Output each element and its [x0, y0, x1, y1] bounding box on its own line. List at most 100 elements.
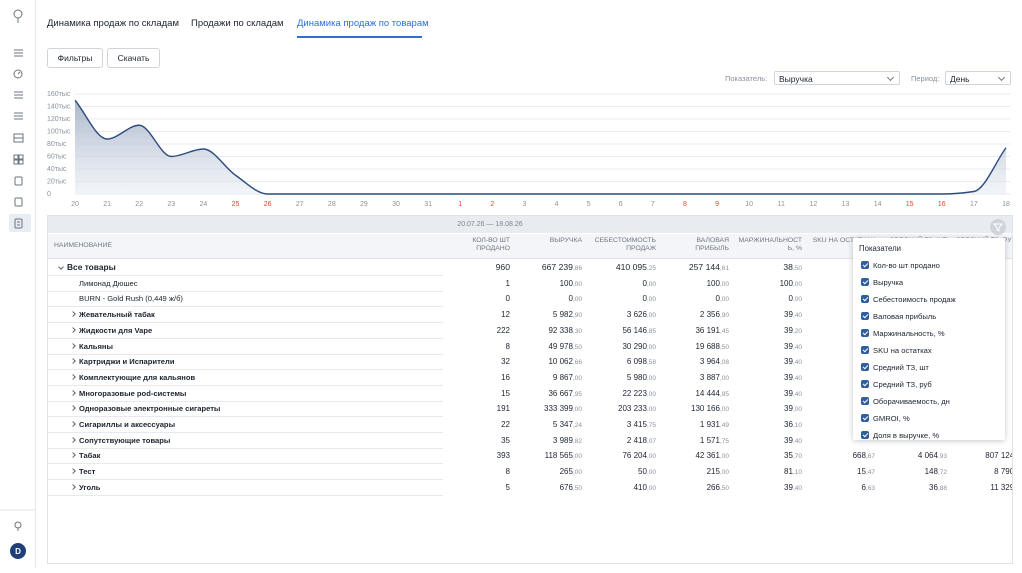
nav-icon[interactable] [14, 176, 23, 186]
logo[interactable] [13, 9, 23, 23]
x-tick-label: 7 [651, 201, 655, 208]
row-name: Уголь [79, 482, 101, 492]
menu-item[interactable]: Кол-во шт продано [873, 260, 940, 270]
x-tick-label: 8 [683, 201, 687, 208]
menu-item[interactable]: Валовая прибыль [873, 311, 937, 321]
expand-chevron[interactable] [70, 374, 76, 380]
checkbox[interactable] [861, 295, 869, 303]
nav-icon[interactable] [14, 112, 23, 120]
table-row[interactable]: Сигариллы и аксессуары 22 5 347,24 3 415,75… [48, 417, 1012, 433]
row-name: Все товары [67, 262, 116, 272]
x-tick-label: 13 [842, 201, 850, 208]
period-select[interactable]: День [945, 71, 1011, 85]
row-name: Жидкости для Vape [79, 325, 153, 335]
table-row[interactable]: Кальяны 8 49 978,50 30 290,00 19 688,50 39,40 [48, 339, 1012, 355]
cell-value: 10 062,66 [548, 357, 582, 367]
tab[interactable]: Динамика продаж по складам [47, 18, 179, 29]
row-name: Картриджи и Испарители [79, 357, 175, 367]
x-tick-label: 11 [778, 201, 785, 208]
menu-item[interactable]: Маржинальность, % [873, 328, 945, 338]
checkbox[interactable] [861, 278, 869, 286]
cell-value: 39,40 [784, 372, 802, 382]
indicator-select[interactable]: Выручка [774, 71, 900, 85]
cell-value: 100,00 [559, 278, 582, 288]
cell-value: 333 399,00 [544, 404, 582, 414]
x-tick-label: 23 [167, 201, 175, 208]
filters-button[interactable]: Фильтры [47, 48, 103, 68]
checkbox[interactable] [861, 414, 869, 422]
menu-item[interactable]: Себестоимость продаж [873, 294, 956, 304]
checkbox[interactable] [861, 312, 869, 320]
checkbox[interactable] [861, 397, 869, 405]
cell-value: 667 239,86 [541, 262, 582, 272]
table-row[interactable]: Табак 393 118 565,00 76 204,00 42 361,00 35,7… [48, 448, 1012, 465]
table-row[interactable]: Тест 8 265,00 50,00 215,00 81,10 15,47 148,72 8 … [48, 464, 1012, 481]
nav-icon[interactable] [14, 197, 23, 207]
cell-value: 5 347,24 [552, 420, 582, 429]
expand-chevron[interactable] [70, 421, 76, 427]
expand-chevron[interactable] [70, 311, 76, 317]
avatar[interactable] [10, 543, 26, 559]
tab[interactable]: Динамика продаж по товарам [297, 18, 429, 29]
nav-icon[interactable] [13, 69, 23, 79]
checkbox[interactable] [861, 431, 869, 439]
sidebar-icons: D [0, 9, 35, 559]
settings-icon[interactable] [14, 521, 22, 531]
nav-icon[interactable] [14, 49, 23, 57]
menu-item[interactable]: Средний ТЗ, шт [873, 362, 929, 372]
cell-value: 39,00 [784, 404, 802, 414]
date-range: 20.07.26 — 18.08.26 [457, 221, 523, 228]
expand-chevron[interactable] [70, 468, 76, 474]
table-row[interactable]: Жевательный табак 12 5 982,90 3 626,00 2 356… [48, 307, 1012, 324]
expand-chevron[interactable] [58, 264, 64, 270]
table-row[interactable]: Комплектующие для кальянов 16 9 867,00 5 98… [48, 370, 1012, 386]
nav-icon-active[interactable] [14, 218, 23, 229]
cell-value: 6,63 [861, 482, 876, 492]
checkbox[interactable] [861, 261, 869, 269]
checkbox[interactable] [861, 329, 869, 337]
table-row[interactable]: Картриджи и Испарители 32 10 062,66 6 098,5… [48, 354, 1012, 371]
menu-item[interactable]: Выручка [873, 277, 904, 287]
expand-chevron[interactable] [70, 342, 76, 349]
table-row[interactable]: Одноразовые электронные сигареты 191 333 3… [48, 401, 1012, 418]
row-name: Сигариллы и аксессуары [79, 420, 176, 429]
area-fill [75, 100, 1006, 194]
checkbox[interactable] [861, 363, 869, 371]
x-tick-label: 15 [906, 201, 914, 208]
expand-chevron[interactable] [70, 358, 76, 365]
table-row[interactable]: Сопутствующие товары 35 3 989,82 2 418,07 1 … [48, 433, 1012, 449]
cell-value: 36 191,45 [695, 325, 729, 335]
table-row[interactable]: Лимонад Дюшес 1 100,00 0,00 100,00 100,00 [48, 276, 1012, 292]
nav-icon[interactable] [13, 133, 24, 143]
cell-value: 39,40 [784, 310, 802, 320]
x-tick-label: 25 [232, 201, 240, 208]
expand-chevron[interactable] [70, 483, 76, 490]
cell-value: 3 887,00 [699, 372, 729, 382]
menu-item[interactable]: Доля в выручке, % [873, 430, 940, 440]
menu-item[interactable]: Оборачиваемость, дн [873, 396, 950, 406]
tab[interactable]: Продажи по складам [191, 18, 284, 29]
nav-icon[interactable] [14, 91, 23, 99]
table-row[interactable]: Многоразовые pod-системы 15 36 667,95 22 22… [48, 386, 1012, 402]
table-row[interactable]: BURN - Gold Rush (0,449 ж/б) 0 0,00 0,00 0,0… [48, 291, 1012, 308]
table-row[interactable]: Жидкости для Vape 222 92 338,30 56 146,85 36… [48, 323, 1012, 339]
table-row[interactable]: Уголь 5 676,50 410,00 266,50 39,40 6,63 36,88 11… [48, 480, 1012, 496]
table-row[interactable]: Все товары 960 667 239,86 410 095,25 257 144… [48, 260, 1012, 276]
menu-item[interactable]: Средний ТЗ, руб [873, 379, 932, 389]
menu-item[interactable]: GMROI, % [873, 413, 910, 423]
cell-value: 92 338,30 [548, 325, 582, 335]
expand-chevron[interactable] [70, 326, 76, 333]
columns-toggle[interactable] [989, 218, 1007, 236]
x-tick-label: 29 [360, 201, 368, 208]
cell-value: 14 444,95 [695, 388, 729, 398]
menu-item[interactable]: SKU на остатках [873, 345, 932, 355]
expand-chevron[interactable] [70, 436, 76, 443]
expand-chevron[interactable] [70, 452, 76, 459]
nav-icon[interactable] [13, 154, 24, 165]
download-button[interactable]: Скачать [107, 48, 160, 68]
row-name: Тест [79, 467, 96, 477]
checkbox[interactable] [861, 380, 869, 388]
expand-chevron[interactable] [70, 405, 76, 412]
expand-chevron[interactable] [70, 389, 76, 396]
checkbox[interactable] [861, 346, 869, 354]
